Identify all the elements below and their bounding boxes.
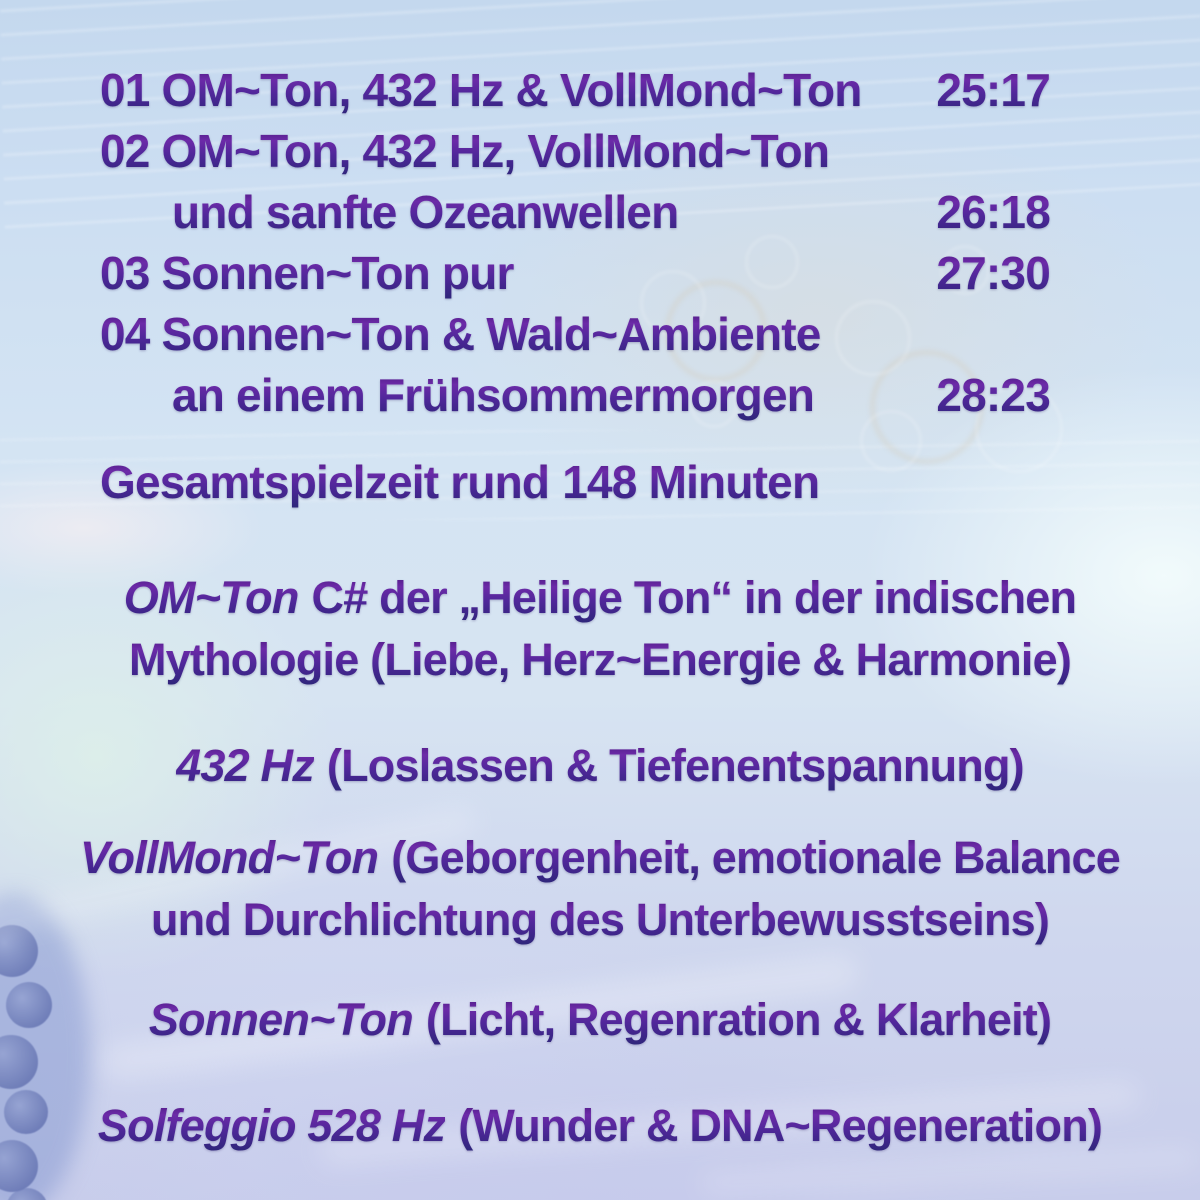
track-title: 02 OM~Ton, 432 Hz, VollMond~Ton: [100, 121, 830, 182]
track-title: 04 Sonnen~Ton & Wald~Ambiente: [100, 304, 821, 365]
total-playtime: Gesamtspielzeit rund 148 Minuten: [100, 452, 1200, 513]
description-line: Mythologie (Liebe, Herz~Energie & Harmon…: [0, 629, 1200, 691]
track-row: 01 OM~Ton, 432 Hz & VollMond~Ton 25:17: [100, 60, 1051, 121]
track-time: 27:30: [936, 243, 1050, 304]
tone-term: OM~Ton: [124, 567, 300, 629]
track-row: an einem Frühsommermorgen 28:23: [100, 365, 1051, 426]
tone-text: (Loslassen & Tiefenentspannung): [327, 735, 1025, 797]
tone-description-om-ton: OM~Ton C# der „Heilige Ton“ in der indis…: [0, 567, 1200, 691]
tone-term: VollMond~Ton: [80, 827, 379, 889]
tone-text: (Wunder & DNA~Regeneration): [458, 1095, 1103, 1157]
description-line: OM~Ton C# der „Heilige Ton“ in der indis…: [0, 567, 1200, 629]
track-title-continuation: und sanfte Ozeanwellen: [100, 182, 679, 243]
description-line: und Durchlichtung des Unterbewusstseins): [0, 889, 1200, 951]
tone-text: Mythologie (Liebe, Herz~Energie & Harmon…: [129, 629, 1072, 691]
tone-description-sonnen-ton: Sonnen~Ton (Licht, Regenration & Klarhei…: [0, 989, 1200, 1051]
track-row: 04 Sonnen~Ton & Wald~Ambiente: [100, 304, 1050, 365]
tone-description-432hz: 432 Hz (Loslassen & Tiefenentspannung): [0, 735, 1200, 797]
description-line: Solfeggio 528 Hz (Wunder & DNA~Regenerat…: [0, 1095, 1200, 1157]
description-line: VollMond~Ton (Geborgenheit, emotionale B…: [0, 827, 1200, 889]
track-time: 28:23: [936, 365, 1050, 426]
track-row: 02 OM~Ton, 432 Hz, VollMond~Ton: [100, 121, 1050, 182]
track-time: 25:17: [936, 60, 1050, 121]
description-line: Sonnen~Ton (Licht, Regenration & Klarhei…: [0, 989, 1200, 1051]
tone-term: Sonnen~Ton: [149, 989, 414, 1051]
track-title: 03 Sonnen~Ton pur: [100, 243, 514, 304]
tone-description-vollmond-ton: VollMond~Ton (Geborgenheit, emotionale B…: [0, 827, 1200, 951]
tone-text: C# der „Heilige Ton“ in der indischen: [312, 567, 1078, 629]
track-title-continuation: an einem Frühsommermorgen: [100, 365, 815, 426]
description-line: 432 Hz (Loslassen & Tiefenentspannung): [0, 735, 1200, 797]
tone-term: 432 Hz: [176, 735, 315, 797]
tracklist: 01 OM~Ton, 432 Hz & VollMond~Ton 25:17 0…: [100, 60, 1051, 426]
tone-text: und Durchlichtung des Unterbewusstseins): [151, 889, 1050, 951]
total-playtime-label: Gesamtspielzeit rund: [100, 452, 550, 513]
tone-description-solfeggio-528hz: Solfeggio 528 Hz (Wunder & DNA~Regenerat…: [0, 1095, 1200, 1157]
tone-text: (Licht, Regenration & Klarheit): [426, 989, 1052, 1051]
tone-text: (Geborgenheit, emotionale Balance: [391, 827, 1121, 889]
tone-term: Solfeggio 528 Hz: [98, 1095, 446, 1157]
track-title: 01 OM~Ton, 432 Hz & VollMond~Ton: [100, 60, 862, 121]
track-time: 26:18: [936, 182, 1050, 243]
total-playtime-value: 148 Minuten: [562, 452, 820, 513]
track-row: und sanfte Ozeanwellen 26:18: [100, 182, 1051, 243]
track-row: 03 Sonnen~Ton pur 27:30: [100, 243, 1051, 304]
